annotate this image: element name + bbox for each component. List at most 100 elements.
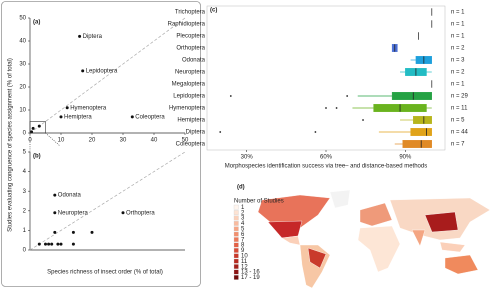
y-tick-label: 5	[23, 150, 27, 156]
box	[413, 116, 432, 124]
legend-swatch	[233, 253, 239, 259]
y-tick-label: 40	[19, 39, 26, 45]
outlier	[229, 95, 232, 97]
n-label: n = 7	[451, 142, 465, 148]
n-label: n = 1	[451, 82, 465, 88]
y-tick-label: 2	[23, 208, 27, 214]
legend-label: 3	[241, 216, 245, 222]
panel-label: (c)	[210, 8, 217, 14]
n-label: n = 2	[451, 46, 465, 52]
box	[410, 128, 432, 136]
point-label: Lepidoptera	[86, 68, 118, 74]
y-tick-label: 50	[19, 16, 26, 22]
panel-label: (d)	[237, 185, 245, 191]
y-tick-label: 1	[23, 228, 27, 234]
point	[53, 211, 57, 215]
point	[71, 242, 75, 246]
x-axis-title: Morphospecies identification success via…	[225, 164, 427, 170]
n-label: n = 29	[451, 94, 469, 100]
y-tick-label: 0	[23, 131, 27, 137]
legend-label: 2	[241, 210, 245, 216]
point	[81, 69, 85, 73]
legend-swatch	[233, 231, 239, 237]
inset-connector	[45, 132, 61, 147]
n-label: n = 3	[451, 58, 465, 64]
category-label: Neuroptera	[175, 70, 206, 76]
legend-label: 1	[241, 205, 245, 211]
y-tick-label: 20	[19, 85, 26, 91]
point	[59, 115, 63, 119]
outlier	[314, 131, 317, 133]
identity-line	[29, 17, 186, 134]
category-label: Odonata	[182, 58, 206, 64]
legend-swatch	[233, 264, 239, 269]
legend-swatch	[233, 215, 239, 221]
point-label: Hymenoptera	[70, 105, 107, 111]
x-tick-label: 60%	[320, 155, 333, 161]
n-label: n = 11	[451, 106, 468, 112]
point	[53, 193, 57, 197]
legend-label: 11	[241, 259, 248, 265]
legend-label: 7	[241, 237, 245, 243]
category-label: Diptera	[186, 130, 206, 136]
legend-label: 13 - 16	[241, 270, 260, 276]
point-label: Orthoptera	[126, 210, 155, 216]
point	[44, 242, 47, 246]
legend-label: 6	[241, 232, 245, 238]
x-tick-label: 30	[120, 138, 127, 144]
n-label: n = 1	[451, 10, 465, 16]
legend-swatch	[233, 275, 239, 280]
panel-label: (a)	[33, 20, 40, 26]
outlier	[362, 119, 364, 121]
n-label: n = 44	[451, 130, 469, 136]
point	[37, 242, 41, 246]
legend-label: 10	[241, 253, 248, 259]
point	[30, 130, 34, 134]
legend-swatch	[233, 226, 239, 232]
y-tick-label: 0	[23, 248, 27, 254]
category-label: Lepidoptera	[173, 94, 205, 100]
inset-box	[29, 121, 46, 134]
point-label: Odonata	[58, 193, 82, 199]
point	[90, 230, 94, 234]
category-label: Hymenoptera	[169, 106, 206, 112]
box	[391, 92, 432, 100]
point-label: Coleoptera	[135, 114, 165, 120]
outlier	[346, 95, 349, 97]
legend-label: 17 - 19	[241, 275, 260, 281]
category-label: Coleoptera	[176, 142, 206, 148]
point-label: Hemiptera	[64, 114, 92, 120]
legend-label: 8	[241, 243, 245, 249]
x-axis-title: Species richness of insect order (% of t…	[47, 270, 163, 276]
point	[53, 230, 57, 234]
legend-swatch	[233, 269, 239, 275]
legend-label: 9	[241, 248, 245, 254]
point	[59, 242, 63, 246]
x-tick-label: 90%	[399, 155, 412, 161]
category-label: Hemiptera	[177, 118, 205, 124]
category-label: Orthoptera	[176, 46, 205, 52]
x-tick-label: 10	[58, 138, 65, 144]
point	[78, 34, 82, 38]
legend-swatch	[233, 221, 239, 226]
point	[71, 230, 75, 234]
y-tick-label: 3	[23, 189, 27, 195]
y-tick-label: 30	[19, 62, 26, 68]
legend-swatch	[233, 210, 239, 215]
plot-frame	[206, 5, 446, 151]
panel-label: (b)	[33, 154, 41, 160]
y-axis-title: Studies evaluating congruence of species…	[8, 58, 14, 232]
point	[130, 115, 134, 119]
point	[56, 242, 60, 246]
legend-swatch	[233, 242, 239, 248]
point	[65, 106, 69, 110]
n-label: n = 5	[451, 118, 465, 124]
legend-label: 5	[241, 226, 245, 232]
point	[50, 242, 54, 246]
point	[31, 126, 35, 130]
point	[47, 242, 51, 246]
legend-swatch	[233, 248, 239, 253]
category-label: Plecoptera	[176, 34, 205, 40]
n-label: n = 2	[451, 70, 465, 76]
